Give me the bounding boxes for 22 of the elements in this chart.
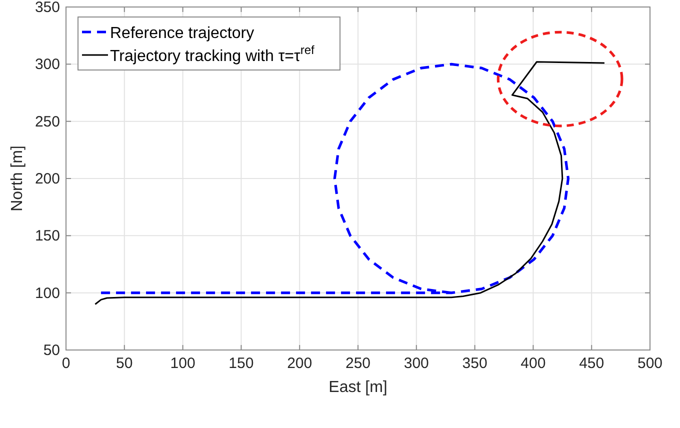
x-tick-label: 400 bbox=[520, 355, 546, 372]
x-tick-label: 300 bbox=[404, 355, 429, 372]
x-tick-label: 200 bbox=[287, 355, 312, 372]
y-tick-label: 300 bbox=[34, 56, 60, 74]
legend-label: Reference trajectory bbox=[110, 25, 254, 42]
x-axis-title: East [m] bbox=[328, 379, 388, 396]
y-tick-label: 50 bbox=[43, 342, 60, 359]
y-tick-label: 100 bbox=[34, 284, 60, 302]
y-tick-label: 150 bbox=[34, 228, 60, 245]
x-tick-label: 0 bbox=[62, 355, 70, 372]
x-tick-label: 500 bbox=[637, 355, 663, 372]
x-tick-label: 350 bbox=[462, 355, 488, 372]
x-tick-label: 150 bbox=[228, 355, 254, 372]
legend-label: Trajectory tracking with τ=τ$^{ref}$ bbox=[110, 43, 315, 65]
y-tick-label: 350 bbox=[34, 0, 60, 16]
y-axis-title: North [m] bbox=[9, 146, 26, 212]
y-tick-label: 250 bbox=[34, 113, 60, 130]
x-tick-label: 450 bbox=[579, 355, 604, 372]
x-tick-label: 100 bbox=[170, 355, 196, 372]
y-tick-label: 200 bbox=[34, 170, 60, 188]
x-tick-label: 50 bbox=[116, 355, 133, 372]
x-tick-label: 250 bbox=[345, 355, 371, 372]
